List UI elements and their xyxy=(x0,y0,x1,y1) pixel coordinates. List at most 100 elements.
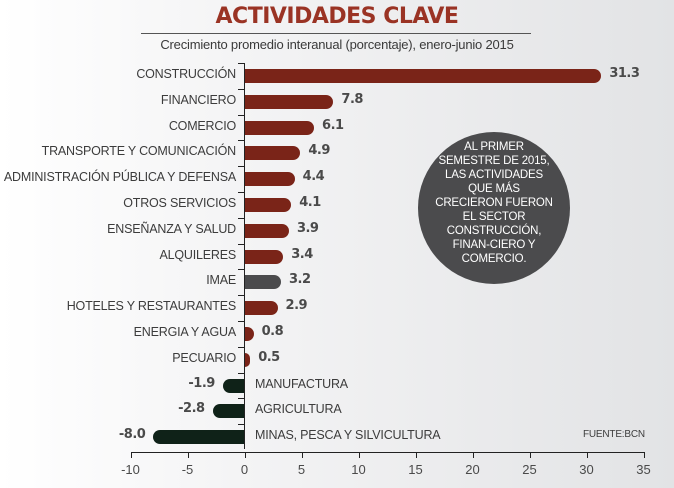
bar-row: CONSTRUCCIÓN 31.3 xyxy=(0,63,674,89)
bar-row: IMAE 3.2 xyxy=(0,269,674,295)
category-label: ENSEÑANZA Y SALUD xyxy=(107,221,236,236)
bar xyxy=(244,327,254,341)
x-axis-line xyxy=(131,452,644,453)
category-label: CONSTRUCCIÓN xyxy=(136,67,236,81)
bar xyxy=(244,69,602,83)
y-axis-tick xyxy=(238,114,244,116)
bar xyxy=(244,94,334,109)
category-label: ALQUILERES xyxy=(159,247,236,262)
value-label: 0.5 xyxy=(258,349,280,365)
category-label: MINAS, PESCA Y SILVICULTURA xyxy=(255,428,441,443)
bar xyxy=(244,120,315,135)
bar-row: MINAS, PESCA Y SILVICULTURA -8.0 xyxy=(0,424,674,450)
y-axis-tick xyxy=(238,398,244,400)
category-label: HOTELES Y RESTAURANTES xyxy=(66,299,236,314)
x-axis-tick xyxy=(643,452,645,458)
value-label: 7.8 xyxy=(341,91,363,107)
y-axis-tick xyxy=(238,269,244,271)
y-axis-tick xyxy=(238,346,244,348)
bar xyxy=(153,430,245,445)
value-label: -1.9 xyxy=(188,375,215,391)
source-note: FUENTE:BCN xyxy=(583,429,645,440)
x-axis-tick-label: 35 xyxy=(636,462,651,477)
y-axis-tick xyxy=(238,372,244,374)
category-label: TRANSPORTE Y COMUNICACIÓN xyxy=(41,144,237,159)
bar xyxy=(222,378,245,393)
category-label: COMERCIO xyxy=(168,118,236,133)
x-axis-tick-label: 10 xyxy=(351,462,366,477)
value-label: 3.2 xyxy=(288,272,311,288)
bar-row: ENSEÑANZA Y SALUD 3.9 xyxy=(0,218,674,244)
y-axis-tick xyxy=(238,424,244,426)
value-label: 3.9 xyxy=(296,220,319,236)
title-divider xyxy=(141,33,531,34)
bar-row: MANUFACTURA -1.9 xyxy=(0,373,674,399)
value-label: -2.8 xyxy=(178,401,205,417)
category-label: ADMINISTRACIÓN PÚBLICA Y DEFENSA xyxy=(3,170,236,185)
y-axis-tick xyxy=(238,295,244,297)
bar xyxy=(244,275,281,290)
bar-row: ADMINISTRACIÓN PÚBLICA Y DEFENSA 4.4 xyxy=(0,166,674,192)
bar-row: ALQUILERES 3.4 xyxy=(0,244,674,270)
bar-row: TRANSPORTE Y COMUNICACIÓN 4.9 xyxy=(0,140,674,166)
bar-row: OTROS SERVICIOS 4.1 xyxy=(0,192,674,218)
bar xyxy=(244,172,295,187)
category-label: PECUARIO xyxy=(172,350,236,365)
y-axis-tick xyxy=(238,166,244,168)
callout-bubble: AL PRIMER SEMESTRE DE 2015, LAS ACTIVIDA… xyxy=(418,132,570,284)
value-label: 6.1 xyxy=(322,117,344,133)
x-axis-tick-label: 5 xyxy=(297,462,306,477)
bar-row: AGRICULTURA -2.8 xyxy=(0,398,674,424)
x-axis-tick-label: -5 xyxy=(181,462,194,477)
bar-row: FINANCIERO 7.8 xyxy=(0,89,674,115)
y-axis-tick xyxy=(238,88,244,90)
category-label: IMAE xyxy=(206,273,236,288)
category-label: AGRICULTURA xyxy=(255,402,342,417)
bar-row: HOTELES Y RESTAURANTES 2.9 xyxy=(0,295,674,321)
value-label: 4.1 xyxy=(299,195,321,210)
value-label: 3.4 xyxy=(291,246,313,262)
x-axis-tick xyxy=(415,452,417,458)
bar-row: ENERGIA Y AGUA 0.8 xyxy=(0,321,674,347)
callout-text: AL PRIMER SEMESTRE DE 2015, LAS ACTIVIDA… xyxy=(435,141,553,265)
value-label: 4.9 xyxy=(308,143,330,159)
y-axis-tick xyxy=(238,140,244,142)
bar-row: PECUARIO 0.5 xyxy=(0,347,674,373)
value-label: 4.4 xyxy=(302,169,325,185)
bar-row: COMERCIO 6.1 xyxy=(0,115,674,141)
y-axis-tick xyxy=(238,192,244,193)
y-axis-tick xyxy=(238,321,244,322)
category-label: ENERGIA Y AGUA xyxy=(133,325,237,339)
value-label: -8.0 xyxy=(118,427,146,443)
category-label: OTROS SERVICIOS xyxy=(123,196,236,210)
y-axis-tick xyxy=(238,217,244,219)
x-axis-tick-label: 25 xyxy=(522,462,537,477)
bar xyxy=(244,223,289,238)
x-axis-tick xyxy=(301,452,303,458)
value-label: 0.8 xyxy=(261,324,284,339)
x-axis-tick xyxy=(187,452,189,458)
x-axis-tick-label: -10 xyxy=(121,462,140,477)
x-axis-tick xyxy=(130,452,132,458)
bar xyxy=(244,198,292,212)
bar xyxy=(244,249,284,264)
category-label: FINANCIERO xyxy=(160,92,236,107)
value-label: 2.9 xyxy=(285,298,308,314)
bar xyxy=(244,146,301,161)
x-axis-tick-label: 20 xyxy=(465,462,480,477)
x-axis-tick xyxy=(586,452,588,458)
bar xyxy=(244,301,278,316)
bar xyxy=(212,404,245,419)
chart-subtitle: Crecimiento promedio interanual (porcent… xyxy=(160,37,514,52)
x-axis-tick xyxy=(472,452,474,458)
bar xyxy=(244,352,251,367)
x-axis-tick-label: 15 xyxy=(408,462,423,477)
category-label: MANUFACTURA xyxy=(255,376,348,391)
x-axis-tick-label: 30 xyxy=(579,462,594,477)
y-axis-tick xyxy=(238,243,244,245)
x-axis-tick xyxy=(244,452,246,458)
x-axis-tick-label: 0 xyxy=(240,462,249,477)
value-label: 31.3 xyxy=(609,66,640,81)
x-axis-tick xyxy=(529,452,531,458)
